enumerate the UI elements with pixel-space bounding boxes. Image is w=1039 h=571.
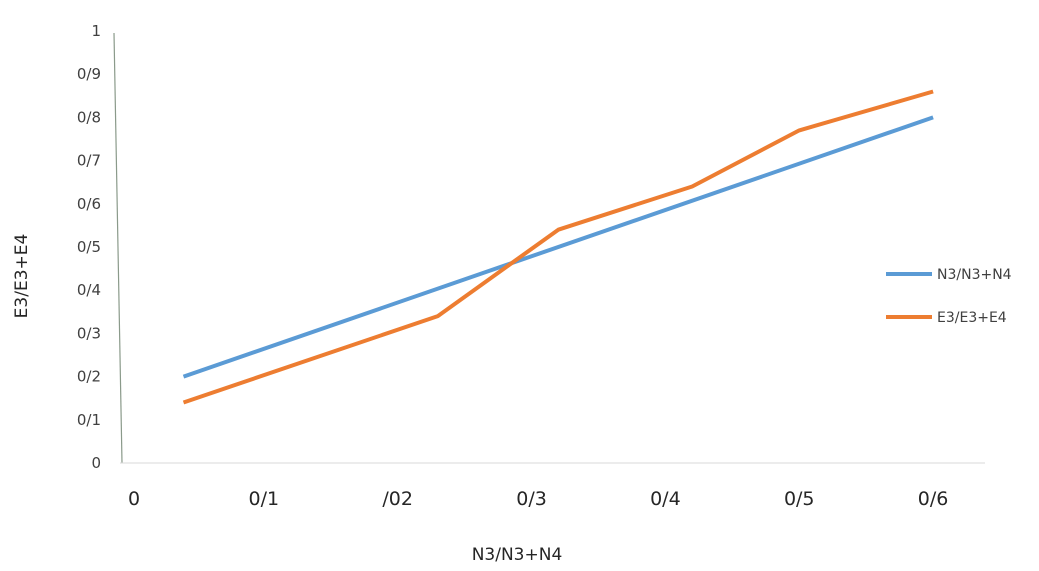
x-tick-label: 0/1 — [249, 488, 280, 510]
x-tick-label: 0 — [128, 488, 140, 510]
x-tick-label: 0/6 — [918, 488, 949, 510]
y-tick-label: 0/5 — [77, 238, 101, 256]
x-tick-label: 0/5 — [784, 488, 815, 510]
series-lines — [182, 89, 934, 405]
series-line-2 — [182, 89, 934, 405]
y-tick-label: 0/4 — [77, 281, 101, 299]
legend-label: N3/N3+N4 — [937, 267, 1012, 283]
legend-label: E3/E3+E4 — [937, 310, 1007, 326]
y-tick-label: 0/2 — [77, 368, 101, 386]
y-tick-label: 0 — [91, 454, 101, 472]
x-tick-label: /02 — [382, 488, 413, 510]
x-tick-label: 0/3 — [516, 488, 547, 510]
y-tick-label: 0/9 — [77, 65, 101, 83]
x-axis-title: N3/N3+N4 — [472, 545, 563, 565]
x-tick-label: 0/4 — [650, 488, 681, 510]
y-tick-label: 1 — [91, 22, 101, 40]
legend: N3/N3+N4 E3/E3+E4 — [886, 267, 1012, 326]
y-axis-title: E3/E3+E4 — [12, 234, 32, 319]
y-tick-label: 0/1 — [77, 411, 101, 429]
series-line-1 — [182, 115, 934, 379]
y-tick-label: 0/3 — [77, 324, 101, 342]
x-tick-labels: 0 0/1/02 0/3 0/4 0/5 0/6 — [128, 488, 948, 510]
y-tick-labels: 0 0/1 0/2 0/3 0/4 0/5 0/6 0/7 0/8 0/9 1 — [77, 22, 101, 472]
y-tick-label: 0/8 — [77, 108, 101, 126]
y-tick-label: 0/6 — [77, 195, 101, 213]
y-tick-label: 0/7 — [77, 152, 101, 170]
y-axis-line — [113, 32, 123, 464]
